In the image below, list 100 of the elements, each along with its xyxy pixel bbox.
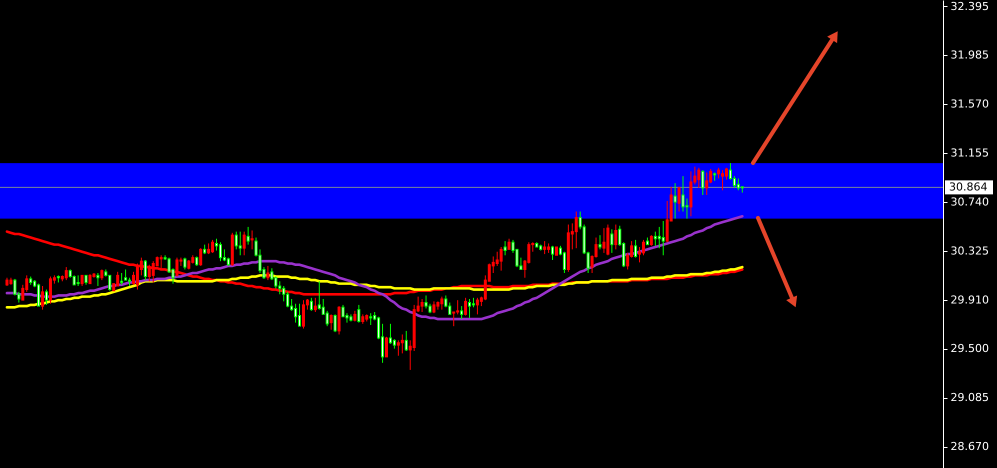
candlestick [662,220,665,256]
candlestick [294,303,298,324]
candlestick [96,272,100,286]
candlestick [721,170,724,191]
candlestick [246,226,250,246]
candlestick [650,234,653,246]
candlestick [562,251,566,274]
candlestick [183,257,186,270]
candlestick [392,338,396,350]
candlestick [100,268,104,281]
candlestick [388,323,392,344]
candlestick [310,297,313,312]
candlestick [496,251,499,266]
candlestick [330,314,333,330]
candlestick [602,228,606,254]
candlestick [460,306,464,320]
candlestick [551,245,554,260]
candlestick [13,278,16,296]
candlestick [302,300,305,330]
candlestick [428,303,432,314]
candlestick [476,297,479,315]
candlestick [41,286,44,310]
candlestick [420,298,424,312]
candlestick [45,289,48,306]
candlestick [314,297,317,312]
y-tick-label: 31.155 [950,146,989,160]
candlestick [452,312,456,327]
candlestick [432,300,436,314]
candlestick [37,283,40,307]
candlestick [187,260,190,270]
candlestick [76,274,80,286]
candlestick [148,264,151,282]
y-tick-label: 29.910 [950,294,989,307]
candlestick [338,306,341,335]
candlestick [685,198,688,220]
candlestick [160,254,163,269]
candlestick [124,268,128,281]
candlestick [404,330,408,352]
candlestick [250,230,254,250]
candlestick [326,310,329,327]
candlestick [543,240,546,255]
y-tick-label: 29.085 [950,391,989,404]
candlestick [448,302,452,315]
candlestick [674,182,677,220]
candlestick [508,238,511,250]
candlestick [298,303,302,327]
candlestick [369,312,372,326]
candlestick [238,231,242,256]
candlestick [547,242,550,254]
candlestick [697,167,700,188]
candlestick [152,260,155,283]
candlestick [108,274,112,292]
candlestick [500,246,503,272]
candlestick [211,239,214,254]
candlestick [286,291,290,308]
candlestick [207,242,210,255]
y-tick-label: 32.395 [950,0,989,13]
candlestick [144,260,147,281]
candlestick [334,314,337,333]
candlestick [385,336,388,358]
candlestick [242,231,246,256]
candlestick [400,334,404,354]
y-tick-label: 30.740 [950,196,989,209]
candlestick [88,274,92,284]
candlestick [357,304,360,324]
ref-line-label: 30.864 [949,180,988,194]
candlestick [48,276,52,304]
candlestick [84,274,88,286]
candlestick [203,244,206,255]
candlestick [724,167,728,180]
candlestick [717,167,720,179]
y-tick-label: 28.670 [950,440,989,454]
candlestick [120,272,124,286]
line-series [6,214,744,320]
candlestick [614,224,618,250]
candlestick [396,340,400,356]
candlestick [701,170,704,196]
candlestick [80,274,84,286]
candlestick [736,178,740,191]
candlestick [64,266,68,281]
candlestick [266,265,270,281]
candlestick [175,257,178,278]
candlestick [682,176,685,212]
candlestick [136,263,139,290]
candlestick [199,248,202,266]
candlestick [361,314,364,324]
candlestick [218,242,222,262]
candlestick [598,234,602,250]
candlestick [678,186,681,212]
candlestick [654,231,657,246]
candlestick [342,304,345,318]
candlestick [634,239,638,258]
candlestick [574,211,578,249]
y-tick-label: 29.500 [950,342,989,356]
y-tick-label: 30.325 [950,244,989,258]
candlestick [440,296,444,310]
line-series [6,266,744,309]
candlestick [424,294,428,309]
candlestick [504,240,507,256]
candlestick [642,239,645,256]
